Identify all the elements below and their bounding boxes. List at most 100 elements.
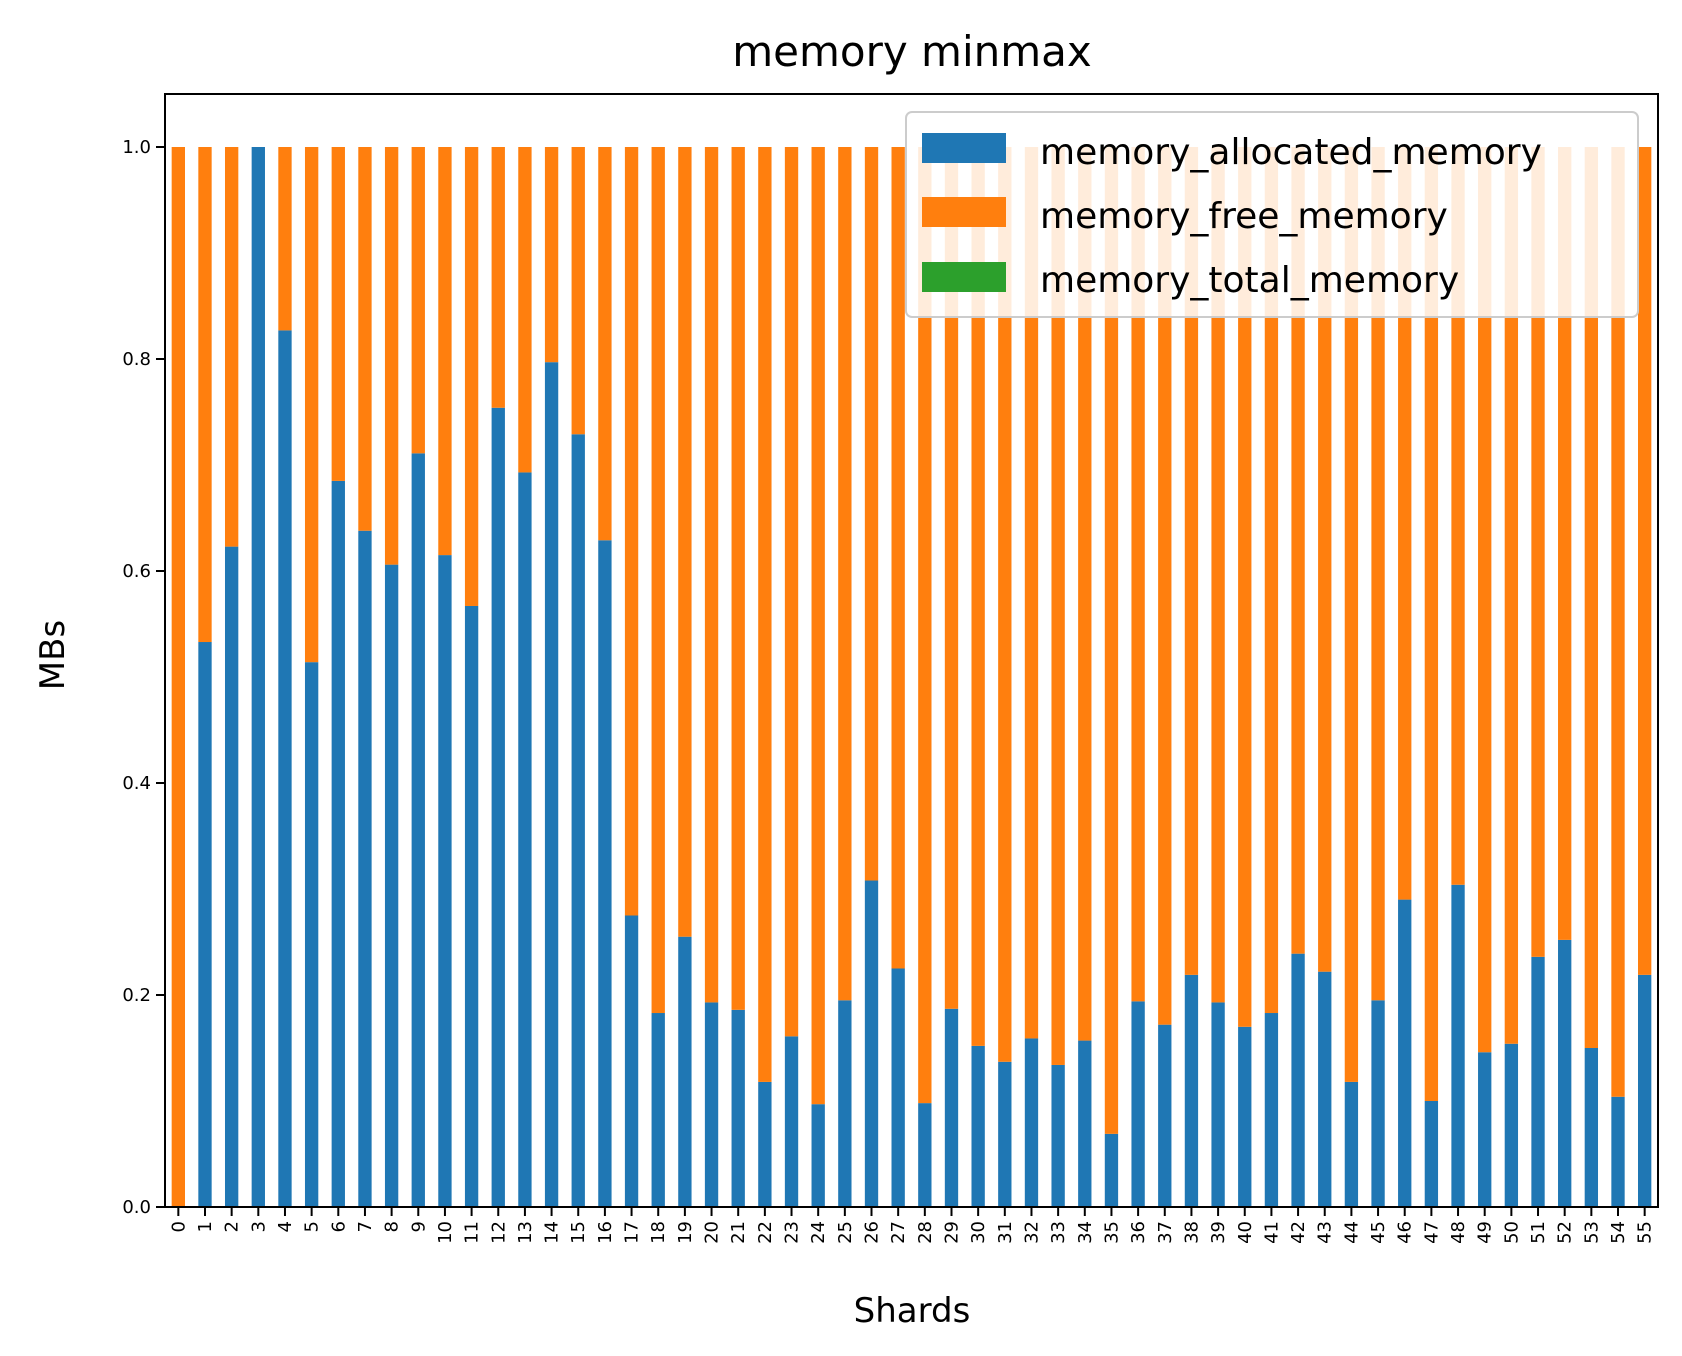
bar-memory_allocated_memory-shard-51 <box>1531 956 1545 1207</box>
bar-memory_free_memory-shard-51 <box>1531 147 1545 957</box>
bar-memory_free_memory-shard-19 <box>678 147 692 937</box>
x-tick-label: 16 <box>595 1221 616 1244</box>
x-tick-label: 24 <box>808 1221 829 1244</box>
bar-memory_allocated_memory-shard-31 <box>998 1061 1012 1207</box>
bar-memory_free_memory-shard-1 <box>198 147 212 643</box>
legend-box <box>905 111 1639 318</box>
bar-memory_allocated_memory-shard-1 <box>198 642 212 1207</box>
x-tick-label: 52 <box>1555 1221 1576 1244</box>
bar-memory_allocated_memory-shard-15 <box>571 434 585 1207</box>
bar-memory_free_memory-shard-35 <box>1104 147 1119 1134</box>
bar-memory_free_memory-shard-28 <box>918 147 932 1104</box>
bar-memory_free_memory-shard-6 <box>331 147 345 481</box>
bar-memory_allocated_memory-shard-39 <box>1211 1002 1225 1207</box>
bar-memory_free_memory-shard-53 <box>1584 147 1599 1048</box>
bar-memory_allocated_memory-shard-17 <box>624 915 639 1207</box>
bar-memory_free_memory-shard-11 <box>464 147 479 606</box>
x-tick-label: 27 <box>888 1221 909 1244</box>
x-tick-label: 14 <box>542 1221 563 1244</box>
x-tick-label: 4 <box>275 1221 296 1232</box>
x-tick-label: 43 <box>1315 1221 1336 1244</box>
x-tick-label: 33 <box>1048 1221 1069 1244</box>
bar-memory_allocated_memory-shard-25 <box>838 1000 852 1207</box>
bar-memory_free_memory-shard-42 <box>1291 147 1305 954</box>
bar-memory_allocated_memory-shard-6 <box>331 480 345 1207</box>
x-tick-label: 22 <box>755 1221 776 1244</box>
bar-memory_free_memory-shard-39 <box>1211 147 1225 1003</box>
y-axis: 0.0 0.2 0.4 0.6 0.8 1.0 <box>122 137 165 1218</box>
bar-memory_free_memory-shard-43 <box>1318 147 1332 972</box>
bar-memory_allocated_memory-shard-42 <box>1291 953 1305 1207</box>
bar-memory_free_memory-shard-8 <box>384 147 399 565</box>
x-tick-label: 31 <box>995 1221 1016 1244</box>
x-tick-label: 30 <box>968 1221 989 1244</box>
bar-memory_free_memory-shard-21 <box>731 147 745 1010</box>
x-tick-label: 6 <box>328 1221 349 1232</box>
bar-memory_allocated_memory-shard-13 <box>518 472 532 1207</box>
bar-memory_free_memory-shard-0 <box>171 147 185 1207</box>
bar-memory_allocated_memory-shard-32 <box>1024 1038 1039 1207</box>
x-tick-label: 49 <box>1475 1221 1496 1244</box>
bar-memory_allocated_memory-shard-45 <box>1371 1000 1385 1207</box>
bar-memory_free_memory-shard-38 <box>1184 147 1199 975</box>
x-tick-label: 1 <box>195 1221 216 1232</box>
x-tick-label: 10 <box>435 1221 456 1244</box>
x-tick-label: 19 <box>675 1221 696 1244</box>
bar-memory_allocated_memory-shard-24 <box>811 1104 825 1207</box>
bar-memory_free_memory-shard-36 <box>1131 147 1145 1002</box>
bar-memory_allocated_memory-shard-21 <box>731 1009 745 1207</box>
bar-memory_free_memory-shard-52 <box>1558 147 1572 940</box>
bar-memory_allocated_memory-shard-26 <box>864 880 879 1207</box>
bar-memory_allocated_memory-shard-10 <box>438 555 452 1207</box>
bar-memory_allocated_memory-shard-27 <box>891 968 905 1207</box>
bar-memory_free_memory-shard-15 <box>571 147 585 435</box>
x-axis-label: Shards <box>854 1291 971 1331</box>
bar-memory_free_memory-shard-23 <box>784 147 799 1037</box>
y-tick-label: 0.2 <box>122 985 151 1006</box>
y-tick-label: 1.0 <box>122 137 151 158</box>
bar-memory_free_memory-shard-27 <box>891 147 905 969</box>
bar-memory_allocated_memory-shard-49 <box>1478 1052 1492 1207</box>
x-tick-label: 11 <box>462 1221 483 1244</box>
x-tick-label: 5 <box>302 1221 323 1232</box>
bar-memory_allocated_memory-shard-41 <box>1264 1013 1279 1207</box>
bar-memory_allocated_memory-shard-3 <box>251 147 265 1207</box>
bar-memory_free_memory-shard-13 <box>518 147 532 473</box>
x-tick-label: 20 <box>702 1221 723 1244</box>
bar-memory_free_memory-shard-5 <box>304 147 319 663</box>
bar-memory_free_memory-shard-47 <box>1424 147 1439 1101</box>
bar-memory_free_memory-shard-22 <box>758 147 772 1082</box>
x-tick-label: 34 <box>1075 1221 1096 1244</box>
bar-memory_allocated_memory-shard-53 <box>1584 1048 1599 1207</box>
bar-memory_allocated_memory-shard-40 <box>1238 1026 1252 1207</box>
x-tick-label: 17 <box>622 1221 643 1244</box>
bar-memory_free_memory-shard-7 <box>358 147 372 531</box>
x-tick-label: 7 <box>355 1221 376 1232</box>
bar-memory_allocated_memory-shard-9 <box>411 453 425 1208</box>
bar-memory_allocated_memory-shard-8 <box>384 564 399 1207</box>
bar-memory_allocated_memory-shard-19 <box>678 936 692 1207</box>
bar-memory_free_memory-shard-31 <box>998 147 1012 1062</box>
bar-memory_allocated_memory-shard-4 <box>278 330 292 1207</box>
bar-memory_free_memory-shard-37 <box>1158 147 1172 1025</box>
bar-memory_allocated_memory-shard-7 <box>358 530 372 1207</box>
bar-memory_allocated_memory-shard-54 <box>1611 1096 1625 1207</box>
x-tick-label: 26 <box>862 1221 883 1244</box>
bar-memory_allocated_memory-shard-33 <box>1051 1064 1065 1207</box>
x-tick-label: 50 <box>1501 1221 1522 1244</box>
legend-label-allocated: memory_allocated_memory <box>1040 132 1542 173</box>
x-tick-label: 0 <box>168 1221 189 1232</box>
y-tick-label: 0.4 <box>122 773 151 794</box>
bar-memory_free_memory-shard-54 <box>1611 147 1625 1097</box>
x-tick-label: 3 <box>248 1221 269 1232</box>
chart-title: memory minmax <box>732 27 1092 76</box>
bar-memory_allocated_memory-shard-47 <box>1424 1101 1439 1207</box>
legend: memory_allocated_memory memory_free_memo… <box>905 111 1639 318</box>
bar-memory_allocated_memory-shard-37 <box>1158 1024 1172 1207</box>
x-tick-label: 42 <box>1288 1221 1309 1244</box>
bar-memory_free_memory-shard-44 <box>1344 147 1359 1082</box>
bar-memory_allocated_memory-shard-48 <box>1451 884 1465 1207</box>
bar-memory_free_memory-shard-4 <box>278 147 292 331</box>
x-tick-label: 41 <box>1261 1221 1282 1244</box>
